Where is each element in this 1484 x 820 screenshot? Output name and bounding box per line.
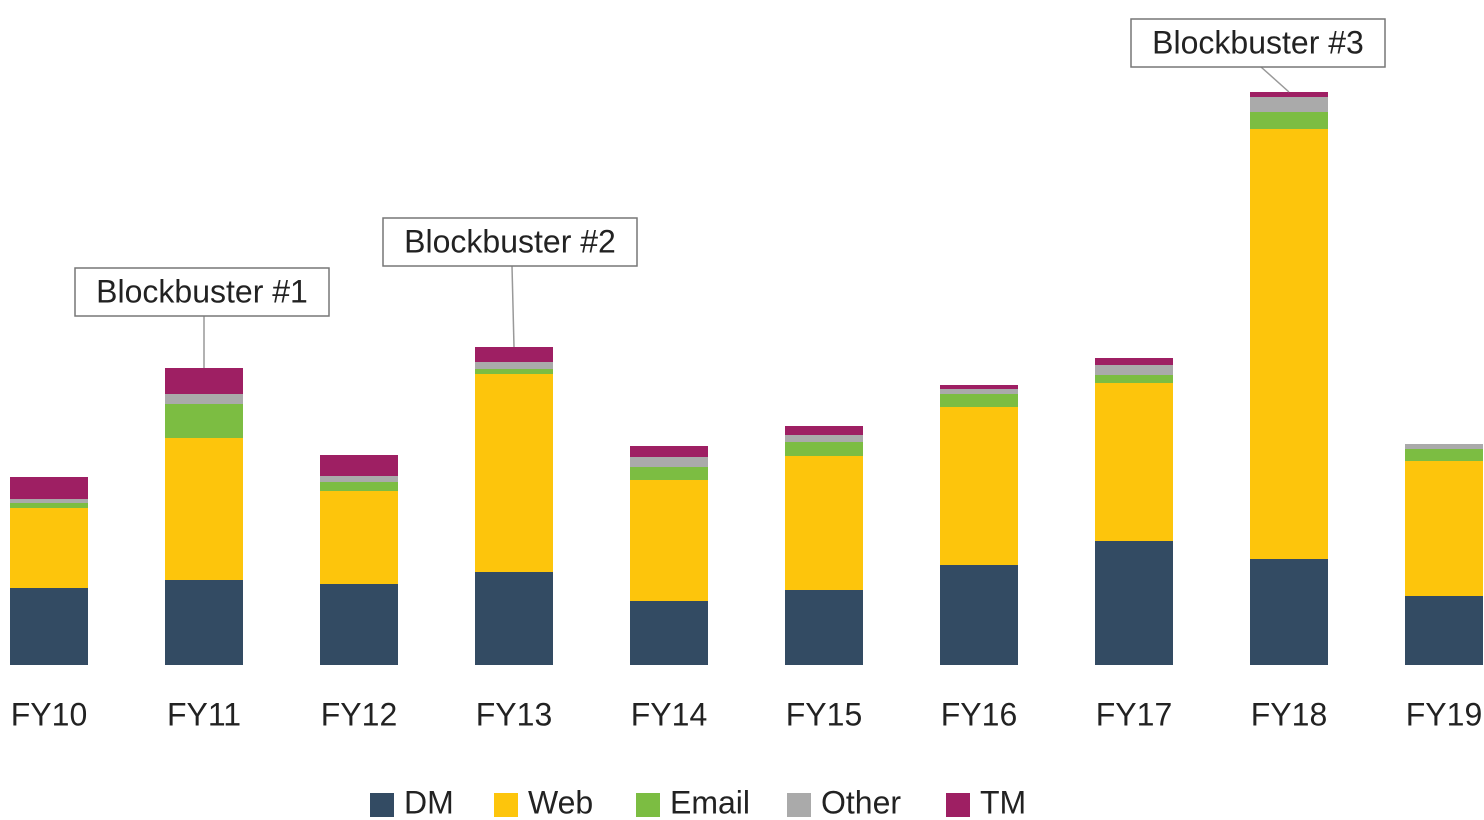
bar-segment xyxy=(940,565,1018,665)
bar-segment xyxy=(1250,92,1328,97)
bar-segment xyxy=(1405,449,1483,461)
bar-segment xyxy=(630,457,708,467)
bar-segment xyxy=(785,426,863,435)
legend-swatch xyxy=(946,793,970,817)
bar-segment xyxy=(1095,383,1173,541)
legend-swatch xyxy=(370,793,394,817)
x-tick-label: FY19 xyxy=(1406,696,1482,732)
x-tick-label: FY18 xyxy=(1251,696,1327,732)
bar-segment xyxy=(475,572,553,665)
x-tick-label: FY11 xyxy=(167,696,241,732)
bar-segment xyxy=(1250,559,1328,665)
bar-segment xyxy=(940,394,1018,407)
bar-segment xyxy=(320,455,398,476)
bar-segment xyxy=(320,491,398,584)
x-tick-label: FY16 xyxy=(941,696,1017,732)
legend-label: Other xyxy=(821,784,901,820)
x-tick-label: FY12 xyxy=(321,696,397,732)
bar-segment xyxy=(165,580,243,665)
bar-segment xyxy=(1250,129,1328,559)
bar-segment xyxy=(320,584,398,665)
bar-segment xyxy=(1095,375,1173,383)
bar-segment xyxy=(10,503,88,508)
bar-segment xyxy=(10,477,88,499)
legend-label: Web xyxy=(528,784,593,820)
legend-label: DM xyxy=(404,784,454,820)
bar-segment xyxy=(1250,112,1328,129)
legend-swatch xyxy=(787,793,811,817)
bar-segment xyxy=(1405,444,1483,449)
legend-label: TM xyxy=(980,784,1026,820)
bar-segment xyxy=(165,368,243,394)
bar-segment xyxy=(10,508,88,588)
bar-segment xyxy=(475,362,553,369)
annotation-box xyxy=(1130,18,1386,68)
bar-segment xyxy=(630,467,708,480)
annotation-box xyxy=(74,267,330,317)
bar-segment xyxy=(785,435,863,442)
bar-segment xyxy=(1095,358,1173,365)
x-tick-label: FY10 xyxy=(11,696,87,732)
bar-segment xyxy=(1095,365,1173,375)
bar-segment xyxy=(940,407,1018,565)
annotation-box xyxy=(382,217,638,267)
bar-segment xyxy=(320,476,398,482)
bar-segment xyxy=(320,482,398,491)
bar-segment xyxy=(165,404,243,438)
bar-segment xyxy=(1250,97,1328,112)
bar-segment xyxy=(1095,541,1173,665)
bar-segment xyxy=(10,588,88,665)
annotation-connector xyxy=(1260,66,1290,93)
bar-segment xyxy=(630,601,708,665)
bar-segment xyxy=(785,456,863,590)
bar-segment xyxy=(940,389,1018,394)
x-tick-label: FY15 xyxy=(786,696,862,732)
legend-swatch xyxy=(636,793,660,817)
x-tick-label: FY17 xyxy=(1096,696,1172,732)
bar-segment xyxy=(630,480,708,601)
x-tick-label: FY13 xyxy=(476,696,552,732)
bar-segment xyxy=(475,347,553,362)
bar-segment xyxy=(1405,461,1483,596)
legend-label: Email xyxy=(670,784,750,820)
bar-segment xyxy=(10,499,88,503)
bar-segment xyxy=(785,590,863,665)
annotation-text: Blockbuster #1 xyxy=(96,273,308,309)
annotation-text: Blockbuster #3 xyxy=(1152,24,1364,60)
bar-segment xyxy=(475,374,553,572)
bar-segment xyxy=(630,446,708,457)
bar-segment xyxy=(785,442,863,456)
bar-segment xyxy=(940,385,1018,389)
x-tick-label: FY14 xyxy=(631,696,707,732)
bar-segment xyxy=(1405,596,1483,665)
bar-segment xyxy=(475,369,553,374)
legend-swatch xyxy=(494,793,518,817)
annotation-connector xyxy=(511,265,515,348)
bar-segment xyxy=(165,438,243,580)
bar-segment xyxy=(165,394,243,404)
annotation-text: Blockbuster #2 xyxy=(404,223,616,259)
